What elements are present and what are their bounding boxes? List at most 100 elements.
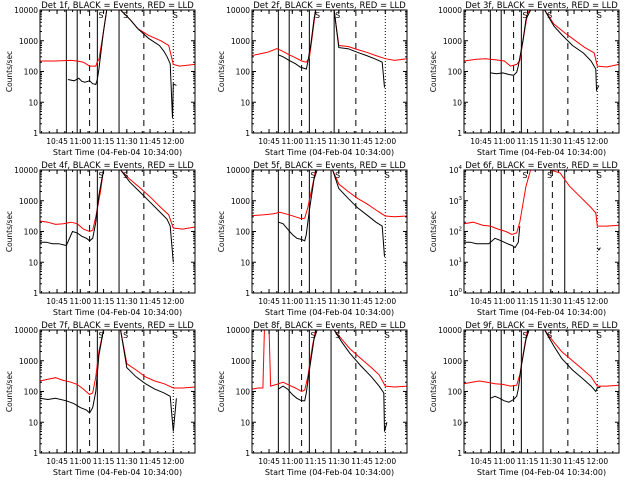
x-tick-label: 11:45 — [563, 457, 585, 466]
panel-title: Det 3f, BLACK = Events, RED = LLD — [465, 1, 618, 11]
state-marker: S — [123, 171, 128, 180]
state-marker: S — [335, 171, 340, 180]
x-axis-label: Start Time (04-Feb-04 10:34:00) — [53, 148, 182, 157]
events-series-line — [596, 247, 601, 251]
events-series-line — [464, 226, 521, 249]
y-tick-label: 10000 — [438, 6, 462, 15]
y-tick-label: 103 — [449, 196, 463, 206]
x-tick-label: 11:15 — [93, 457, 115, 466]
y-tick-label: 1 — [33, 449, 38, 458]
y-tick-label: 1 — [245, 449, 250, 458]
y-tick-exponent: 0 — [459, 288, 463, 294]
x-tick-label: 11:00 — [69, 297, 91, 306]
y-tick-label: 10 — [240, 418, 250, 427]
x-tick-label: 11:15 — [305, 137, 327, 146]
y-axis-label: Counts/sec — [5, 211, 14, 252]
y-tick-label: 10000 — [226, 166, 250, 175]
state-marker: S — [597, 171, 602, 180]
state-marker: S — [597, 11, 602, 20]
x-axis-label: Start Time (04-Feb-04 10:34:00) — [265, 308, 394, 317]
y-tick-label: 100 — [236, 68, 251, 77]
panel-title: Det 4f, BLACK = Events, RED = LLD — [41, 161, 194, 171]
y-tick-label: 10000 — [438, 326, 462, 335]
events-series-line — [278, 9, 385, 88]
y-axis-label: Counts/sec — [5, 51, 14, 92]
x-tick-label: 10:45 — [258, 297, 280, 306]
y-tick-label: 1 — [245, 129, 250, 138]
y-tick-label: 100 — [236, 388, 251, 397]
x-tick-label: 11:15 — [517, 297, 539, 306]
panel-title: Det 7f, BLACK = Events, RED = LLD — [41, 321, 194, 331]
x-tick-label: 10:45 — [470, 137, 492, 146]
y-tick-label: 1 — [33, 129, 38, 138]
y-tick-label: 10000 — [14, 166, 38, 175]
x-tick-label: 11:30 — [116, 137, 138, 146]
y-tick-label: 1000 — [19, 357, 38, 366]
x-tick-label: 11:00 — [281, 457, 303, 466]
events-series-line — [39, 329, 177, 432]
y-axis-label: Counts/sec — [429, 371, 438, 412]
y-tick-label: 10 — [452, 98, 462, 107]
x-tick-label: 11:00 — [493, 457, 515, 466]
x-tick-label: 11:00 — [281, 297, 303, 306]
y-tick-label: 100 — [449, 288, 463, 298]
x-tick-label: 12:00 — [586, 457, 608, 466]
state-marker: S — [98, 331, 103, 340]
state-marker: S — [98, 11, 103, 20]
y-axis-label: Counts/sec — [217, 371, 226, 412]
state-marker: S — [522, 11, 527, 20]
y-tick-exponent: 1 — [459, 257, 463, 263]
y-tick-label: 100 — [448, 68, 463, 77]
lld-series-line — [39, 169, 196, 233]
state-marker: S — [522, 171, 527, 180]
panel-title: Det 5f, BLACK = Events, RED = LLD — [253, 161, 406, 171]
y-tick-label: 100 — [24, 388, 39, 397]
y-tick-label: 1 — [457, 129, 462, 138]
y-axis-label: Counts/sec — [429, 51, 438, 92]
x-tick-label: 11:45 — [351, 457, 373, 466]
y-tick-label: 1000 — [443, 37, 462, 46]
x-tick-label: 12:00 — [586, 297, 608, 306]
x-tick-label: 11:45 — [351, 137, 373, 146]
x-tick-label: 11:30 — [540, 457, 562, 466]
x-tick-label: 11:45 — [563, 297, 585, 306]
x-tick-label: 11:15 — [517, 137, 539, 146]
x-tick-label: 11:30 — [116, 457, 138, 466]
x-tick-label: 12:00 — [374, 457, 396, 466]
x-axis-label: Start Time (04-Feb-04 10:34:00) — [477, 308, 606, 317]
y-tick-label: 1000 — [231, 37, 250, 46]
y-tick-label: 102 — [449, 227, 462, 237]
x-tick-label: 11:30 — [540, 297, 562, 306]
x-axis-label: Start Time (04-Feb-04 10:34:00) — [265, 468, 394, 477]
state-marker: S — [335, 11, 340, 20]
panel-title: Det 8f, BLACK = Events, RED = LLD — [253, 321, 406, 331]
y-tick-label: 104 — [449, 165, 463, 175]
state-marker: S — [310, 331, 315, 340]
y-tick-label: 1000 — [231, 197, 250, 206]
x-tick-label: 12:00 — [374, 297, 396, 306]
x-tick-label: 11:45 — [139, 457, 161, 466]
y-tick-exponent: 4 — [459, 165, 463, 171]
x-tick-label: 11:30 — [328, 137, 350, 146]
lld-series-line — [463, 9, 620, 68]
x-tick-label: 11:00 — [493, 297, 515, 306]
x-tick-label: 11:00 — [281, 137, 303, 146]
state-marker: S — [123, 11, 128, 20]
x-tick-label: 10:45 — [46, 297, 68, 306]
x-tick-label: 11:15 — [305, 297, 327, 306]
x-tick-label: 11:15 — [93, 297, 115, 306]
x-tick-label: 11:45 — [139, 297, 161, 306]
y-tick-label: 10000 — [226, 326, 250, 335]
state-marker: S — [547, 331, 552, 340]
y-tick-label: 10000 — [226, 6, 250, 15]
y-tick-exponent: 3 — [459, 196, 463, 202]
state-marker: S — [173, 331, 178, 340]
y-tick-label: 100 — [24, 68, 39, 77]
